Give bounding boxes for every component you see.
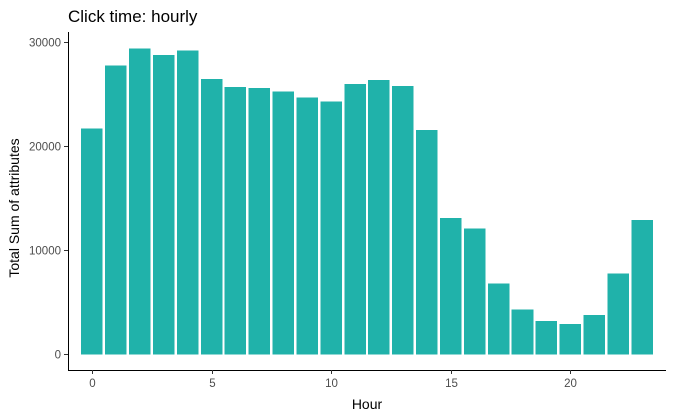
- bar-hour-21: [583, 314, 606, 355]
- x-tick-label: 20: [564, 378, 577, 390]
- x-tick-label: 0: [89, 378, 95, 390]
- bar-hour-11: [344, 84, 366, 355]
- bar-hour-13: [392, 86, 414, 355]
- x-tick-label: 5: [209, 378, 215, 390]
- bar-hour-6: [224, 87, 247, 355]
- x-axis: 0 5 10 15 20: [68, 370, 666, 390]
- bar-hour-5: [200, 78, 223, 355]
- x-axis-title: Hour: [352, 396, 383, 412]
- bar-hour-8: [272, 91, 295, 355]
- x-tick-label: 15: [445, 378, 458, 390]
- bar-hour-4: [176, 50, 199, 355]
- chart-title: Click time: hourly: [68, 7, 198, 26]
- bar-hour-15: [439, 218, 462, 355]
- bar-hour-19: [535, 321, 558, 355]
- bar-hour-14: [416, 129, 438, 355]
- y-axis: 0 10000 20000 30000: [29, 32, 69, 371]
- bar-hour-16: [463, 228, 486, 355]
- bar-hour-18: [511, 309, 534, 355]
- bar-hour-23: [631, 220, 653, 355]
- y-tick-label: 30000: [29, 38, 61, 50]
- bars-group: [81, 48, 653, 355]
- y-tick-label: 0: [55, 350, 61, 362]
- x-tick-label: 10: [325, 378, 338, 390]
- bar-hour-9: [296, 97, 318, 355]
- bar-hour-12: [368, 79, 390, 355]
- y-axis-title: Total Sum of attributes: [6, 138, 22, 277]
- bar-hour-2: [129, 48, 151, 355]
- bar-hour-22: [607, 273, 629, 355]
- bar-hour-20: [559, 324, 582, 355]
- bar-hour-10: [320, 101, 342, 355]
- bar-hour-7: [248, 88, 271, 355]
- y-tick-label: 20000: [29, 142, 61, 154]
- bar-hour-17: [487, 283, 510, 355]
- y-tick-label: 10000: [29, 246, 61, 258]
- bar-hour-1: [105, 65, 127, 355]
- bar-hour-0: [81, 128, 103, 355]
- bar-hour-3: [152, 54, 175, 355]
